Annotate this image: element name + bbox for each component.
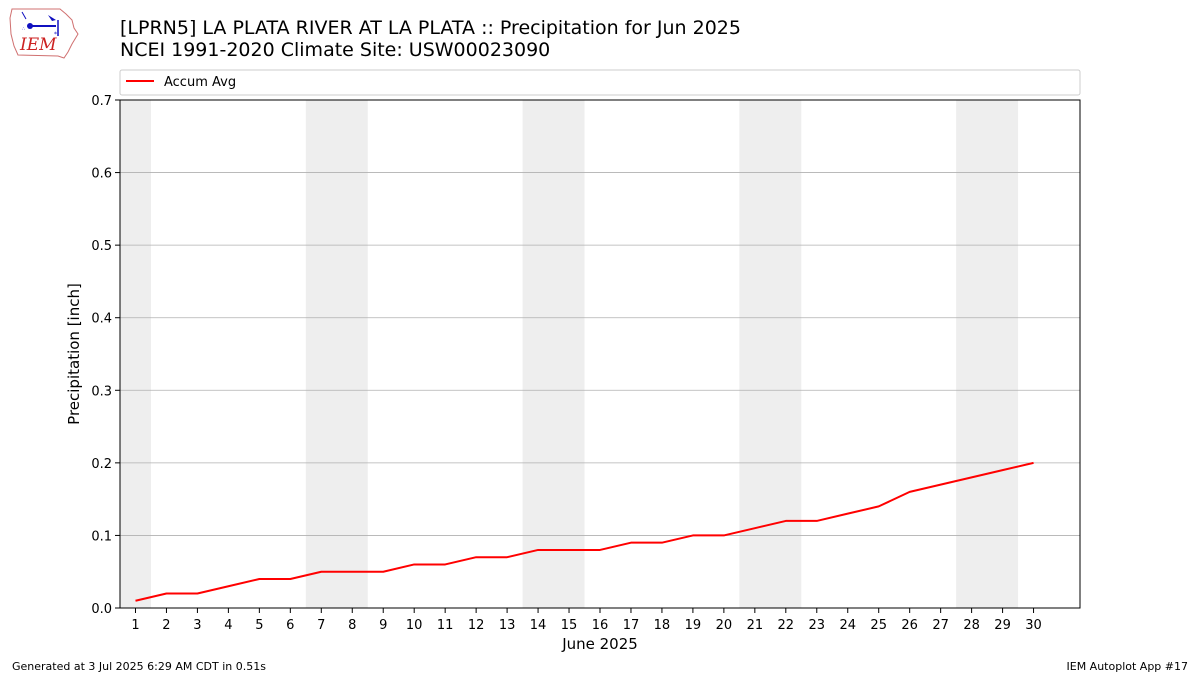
x-tick-label-16: 16	[592, 618, 609, 633]
series-layer	[135, 461, 1034, 602]
legend: Accum Avg	[119, 69, 1081, 96]
legend-box	[119, 69, 1081, 96]
x-tick-label-25: 25	[870, 618, 887, 633]
weekend-shading	[120, 100, 1019, 608]
svg-text:∴: ∴	[22, 26, 25, 32]
chart-subtitle: NCEI 1991-2020 Climate Site: USW00023090	[120, 39, 551, 61]
footer-app-label: IEM Autoplot App #17	[1066, 660, 1189, 673]
weekend-band-3	[739, 100, 802, 608]
weekend-band-2	[522, 100, 585, 608]
x-tick-label-12: 12	[468, 618, 485, 633]
y-tick-label-2: 0.2	[91, 457, 112, 472]
weekend-band-0	[120, 100, 151, 608]
weekend-band-4	[956, 100, 1019, 608]
x-axis-label: June 2025	[561, 635, 638, 653]
x-tick-label-1: 1	[131, 618, 139, 633]
x-axis-ticks: 1 2 3 4 5 6 7 8 9 10 11 12 13 14 15 16 17 18 19 20 21 22 23 24 2…	[131, 608, 1042, 633]
grid-lines	[120, 99, 1080, 609]
y-axis-label: Precipitation [inch]	[65, 283, 83, 425]
x-tick-label-7: 7	[317, 618, 325, 633]
x-tick-label-23: 23	[809, 618, 826, 633]
y-axis-ticks: 0.0 0.1 0.2 0.3 0.4 0.5 0.6 0.7	[91, 94, 120, 617]
x-tick-label-8: 8	[348, 618, 356, 633]
y-tick-label-3: 0.3	[91, 384, 112, 399]
y-tick-label-7: 0.7	[91, 94, 112, 109]
x-tick-label-9: 9	[379, 618, 387, 633]
x-tick-label-2: 2	[162, 618, 170, 633]
chart-title: [LPRN5] LA PLATA RIVER AT LA PLATA :: Pr…	[120, 17, 741, 39]
x-tick-label-26: 26	[901, 618, 918, 633]
x-tick-label-17: 17	[623, 618, 640, 633]
legend-label-accum-avg: Accum Avg	[164, 75, 236, 90]
x-tick-label-4: 4	[224, 618, 232, 633]
x-tick-label-10: 10	[406, 618, 423, 633]
x-tick-label-27: 27	[932, 618, 949, 633]
x-tick-label-19: 19	[685, 618, 702, 633]
y-tick-label-4: 0.4	[91, 312, 112, 327]
y-tick-label-0: 0.0	[91, 602, 112, 617]
x-tick-label-30: 30	[1025, 618, 1042, 633]
x-tick-label-11: 11	[437, 618, 454, 633]
y-tick-label-5: 0.5	[91, 239, 112, 254]
x-tick-label-3: 3	[193, 618, 201, 633]
series-line-accum-avg	[135, 461, 1034, 602]
x-tick-label-14: 14	[530, 618, 547, 633]
x-tick-label-21: 21	[747, 618, 764, 633]
x-tick-label-18: 18	[654, 618, 671, 633]
x-tick-label-28: 28	[963, 618, 980, 633]
x-tick-label-20: 20	[716, 618, 733, 633]
x-tick-label-15: 15	[561, 618, 578, 633]
svg-text:*: *	[54, 31, 57, 38]
x-tick-label-13: 13	[499, 618, 516, 633]
logo-text: IEM	[19, 35, 57, 55]
x-tick-label-24: 24	[839, 618, 856, 633]
plot-frame	[119, 99, 1081, 609]
footer-generated-text: Generated at 3 Jul 2025 6:29 AM CDT in 0…	[12, 660, 266, 673]
weekend-band-1	[305, 100, 368, 608]
y-tick-label-6: 0.6	[91, 167, 112, 182]
y-tick-label-1: 0.1	[91, 529, 112, 544]
x-tick-label-22: 22	[778, 618, 795, 633]
x-tick-label-29: 29	[994, 618, 1011, 633]
iem-logo: ∴ * IEM	[9, 8, 79, 59]
x-tick-label-5: 5	[255, 618, 263, 633]
x-tick-label-6: 6	[286, 618, 294, 633]
